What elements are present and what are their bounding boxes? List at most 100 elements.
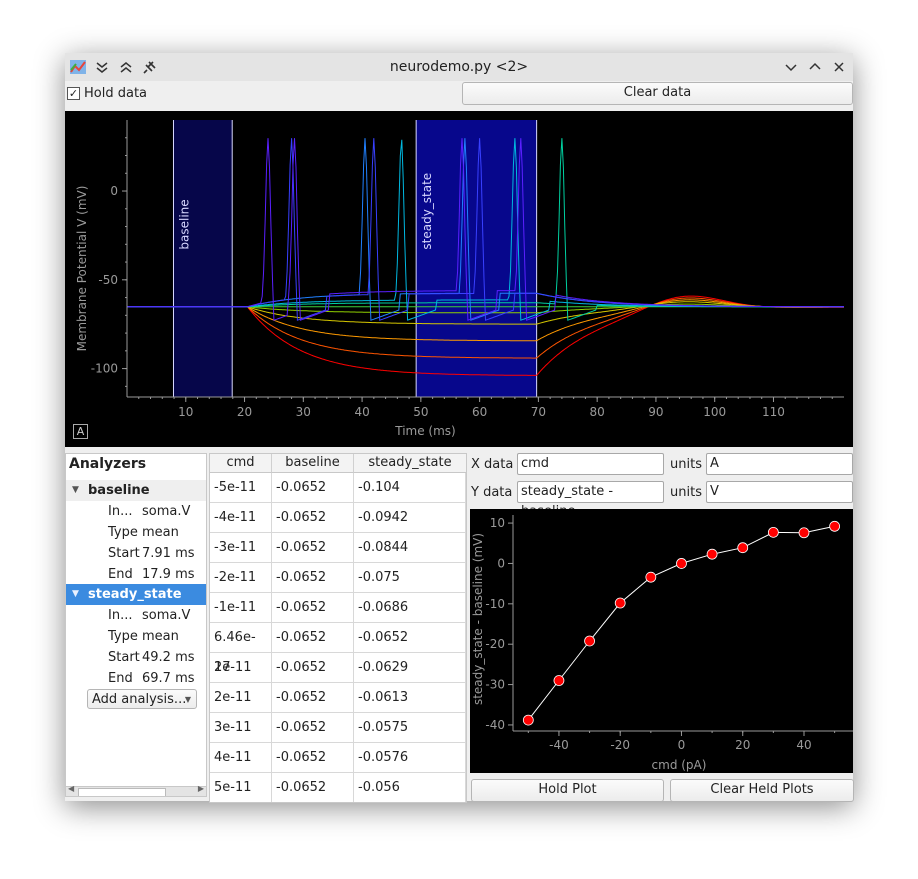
analyzer-row[interactable]: Type mean bbox=[66, 522, 206, 543]
hold-data-checkbox[interactable]: ✓ bbox=[67, 87, 80, 100]
table-cell[interactable]: 6.46e-27 bbox=[210, 623, 272, 675]
close-icon[interactable] bbox=[830, 58, 848, 76]
analyzer-row[interactable]: End 69.7 ms bbox=[66, 668, 206, 689]
analyzer-row[interactable]: Type mean bbox=[66, 626, 206, 647]
data-point bbox=[767, 526, 779, 538]
app-icon bbox=[69, 58, 87, 76]
y-tick-label: -50 bbox=[98, 273, 118, 287]
analyzer-row[interactable]: In... soma.V bbox=[66, 605, 206, 626]
analyzer-row[interactable]: End 17.9 ms bbox=[66, 564, 206, 585]
x-tick-label: -20 bbox=[610, 738, 630, 752]
x-tick-label: 80 bbox=[590, 405, 605, 419]
y-axis-label: Membrane Potential V (mV) bbox=[75, 186, 89, 352]
table-cell[interactable]: -0.0652 bbox=[272, 473, 354, 503]
x-tick-label: 50 bbox=[413, 405, 428, 419]
table-cell[interactable]: -0.0844 bbox=[354, 533, 466, 563]
table-cell[interactable]: -0.0652 bbox=[272, 713, 354, 743]
shade-down-icon[interactable] bbox=[93, 58, 111, 76]
table-cell[interactable]: -0.0652 bbox=[272, 593, 354, 623]
xy-plot-canvas[interactable]: 10 0 -10 -20 -30 -40 -40 -20 0 20 40 steady_state -… bbox=[470, 509, 853, 773]
table-cell[interactable]: 1e-11 bbox=[210, 653, 272, 683]
table-cell[interactable]: 2e-11 bbox=[210, 683, 272, 713]
results-table[interactable]: cmd baseline steady_state -5e-11 -0.0652-… bbox=[209, 453, 467, 803]
horizontal-scrollbar[interactable]: ◀ ▶ bbox=[66, 784, 206, 796]
data-point bbox=[584, 635, 595, 647]
table-cell[interactable]: -0.0652 bbox=[272, 683, 354, 713]
table-cell[interactable]: 3e-11 bbox=[210, 713, 272, 743]
y-tick-label: 0 bbox=[497, 556, 505, 570]
column-header-baseline[interactable]: baseline bbox=[272, 454, 354, 473]
add-analysis-label: Add analysis... bbox=[92, 692, 187, 707]
column-header-steady-state[interactable]: steady_state bbox=[354, 454, 466, 473]
row-key: Start bbox=[108, 546, 140, 561]
toolbar: ✓ Hold data Clear data bbox=[65, 81, 853, 111]
maximize-icon[interactable] bbox=[806, 58, 824, 76]
clear-data-button[interactable]: Clear data bbox=[462, 82, 853, 105]
y-units-input[interactable]: V bbox=[706, 481, 853, 503]
y-data-input[interactable]: steady_state - baseline bbox=[517, 481, 664, 519]
add-analysis-dropdown[interactable]: Add analysis... ▼ bbox=[87, 689, 197, 709]
analyzer-row[interactable]: Start 49.2 ms bbox=[66, 647, 206, 668]
row-value: soma.V bbox=[142, 608, 191, 623]
table-cell[interactable]: -0.0652 bbox=[272, 623, 354, 653]
auto-range-button[interactable]: A bbox=[73, 424, 88, 439]
x-tick-label: 110 bbox=[762, 405, 785, 419]
shade-up-icon[interactable] bbox=[117, 58, 135, 76]
table-cell[interactable]: 4e-11 bbox=[210, 743, 272, 773]
analyzer-row[interactable]: In... soma.V bbox=[66, 501, 206, 522]
table-cell[interactable]: -0.0575 bbox=[354, 713, 466, 743]
table-cell[interactable]: -0.075 bbox=[354, 563, 466, 593]
data-point bbox=[553, 675, 565, 686]
table-cell[interactable]: -3e-11 bbox=[210, 533, 272, 563]
table-cell[interactable]: -0.0652 bbox=[272, 563, 354, 593]
scrollbar-thumb[interactable] bbox=[78, 788, 166, 796]
table-cell[interactable]: -0.0576 bbox=[354, 743, 466, 773]
table-cell[interactable]: -0.0629 bbox=[354, 653, 466, 683]
collapse-icon[interactable]: ▼ bbox=[72, 485, 79, 495]
table-cell[interactable]: -0.056 bbox=[354, 773, 466, 802]
xy-plot[interactable]: 10 0 -10 -20 -30 -40 -40 -20 0 20 40 steady_state -… bbox=[470, 509, 853, 773]
trace-plot[interactable]: baseline steady_state 0 -50 -100 10 20 30 40 50 6… bbox=[65, 111, 853, 447]
pin-icon[interactable] bbox=[141, 58, 159, 76]
table-cell[interactable]: -0.104 bbox=[354, 473, 466, 503]
table-cell[interactable]: -0.0942 bbox=[354, 503, 466, 533]
x-units-label: units bbox=[670, 457, 702, 472]
table-cell[interactable]: -0.0652 bbox=[272, 743, 354, 773]
table-cell[interactable]: -0.0652 bbox=[354, 623, 466, 653]
analyzers-tree[interactable]: Analyzers ▼ baseline In... soma.V Type mea… bbox=[65, 453, 207, 797]
table-cell[interactable]: -0.0613 bbox=[354, 683, 466, 713]
column-header-cmd[interactable]: cmd bbox=[210, 454, 272, 473]
table-cell[interactable]: -2e-11 bbox=[210, 563, 272, 593]
table-cell[interactable]: -0.0686 bbox=[354, 593, 466, 623]
trace-line bbox=[127, 138, 844, 321]
table-cell[interactable]: 5e-11 bbox=[210, 773, 272, 802]
table-cell[interactable]: -1e-11 bbox=[210, 593, 272, 623]
collapse-icon[interactable]: ▼ bbox=[72, 589, 79, 599]
analyzer-group-steady-state[interactable]: ▼ steady_state bbox=[66, 584, 206, 605]
table-cell[interactable]: -4e-11 bbox=[210, 503, 272, 533]
table-cell[interactable]: -0.0652 bbox=[272, 533, 354, 563]
data-point bbox=[829, 520, 841, 532]
table-cell[interactable]: -0.0652 bbox=[272, 503, 354, 533]
minimize-icon[interactable] bbox=[782, 58, 800, 76]
x-units-input[interactable]: A bbox=[706, 453, 853, 475]
region-baseline[interactable] bbox=[173, 120, 233, 397]
window-title: neurodemo.py <2> bbox=[389, 59, 529, 75]
analyzer-group-baseline[interactable]: ▼ baseline bbox=[66, 480, 206, 501]
hold-plot-button[interactable]: Hold Plot bbox=[471, 779, 664, 802]
x-data-input[interactable]: cmd bbox=[517, 453, 664, 475]
table-cell[interactable]: -0.0652 bbox=[272, 773, 354, 802]
title-bar: neurodemo.py <2> bbox=[65, 53, 853, 81]
x-tick-label: 40 bbox=[796, 738, 811, 752]
table-cell[interactable]: -0.0652 bbox=[272, 653, 354, 683]
x-axis-label: cmd (pA) bbox=[652, 758, 707, 772]
clear-held-plots-button[interactable]: Clear Held Plots bbox=[670, 779, 854, 802]
trace-plot-canvas[interactable]: baseline steady_state 0 -50 -100 10 20 30 40 50 6… bbox=[65, 111, 853, 447]
table-cell[interactable]: -5e-11 bbox=[210, 473, 272, 503]
scroll-right-icon[interactable]: ▶ bbox=[197, 784, 204, 793]
data-point bbox=[737, 542, 749, 554]
x-tick-label: 90 bbox=[648, 405, 663, 419]
analyzer-row[interactable]: Start 7.91 ms bbox=[66, 543, 206, 564]
scroll-left-icon[interactable]: ◀ bbox=[68, 784, 75, 793]
row-key: In... bbox=[108, 504, 133, 519]
